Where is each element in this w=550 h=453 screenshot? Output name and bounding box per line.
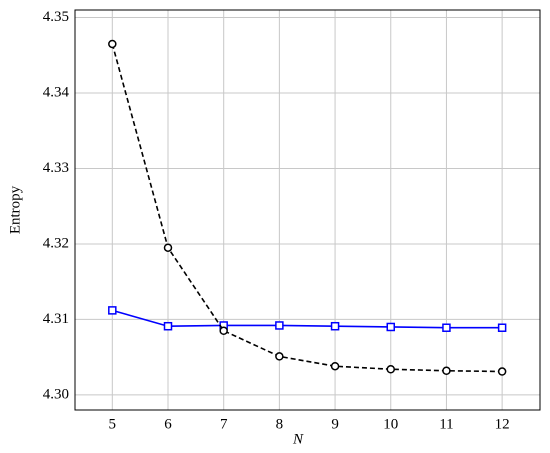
series-line	[111, 43, 503, 373]
x-axis-label: N	[292, 431, 304, 447]
marker	[275, 352, 284, 361]
marker	[108, 306, 117, 315]
marker	[497, 367, 507, 376]
y-tick-label: 4.35	[43, 9, 69, 25]
x-tick-label: 7	[220, 416, 228, 432]
marker	[330, 321, 340, 331]
marker	[386, 364, 396, 374]
marker	[330, 361, 340, 371]
y-tick-label: 4.32	[43, 235, 69, 251]
marker	[442, 323, 451, 332]
marker	[108, 39, 117, 49]
x-tick-label: 10	[383, 416, 398, 432]
x-tick-label: 8	[276, 416, 284, 432]
x-tick-label: 6	[164, 416, 172, 432]
y-tick-label: 4.30	[43, 386, 69, 402]
series-line	[112, 309, 503, 329]
x-tick-label: 12	[495, 416, 510, 432]
x-tick-label: 9	[331, 416, 339, 432]
marker	[163, 321, 173, 331]
plot-frame	[74, 9, 541, 411]
x-tick-label: 11	[439, 416, 453, 432]
marker	[219, 326, 228, 336]
y-tick-label: 4.34	[43, 84, 70, 100]
marker	[497, 323, 507, 332]
marker	[442, 366, 451, 376]
y-axis-label: Entropy	[7, 185, 23, 234]
y-tick-label: 4.33	[43, 160, 69, 176]
marker	[275, 321, 284, 330]
marker	[386, 322, 396, 332]
y-tick-label: 4.31	[43, 311, 69, 327]
x-tick-label: 5	[109, 416, 117, 432]
marker	[163, 243, 173, 252]
